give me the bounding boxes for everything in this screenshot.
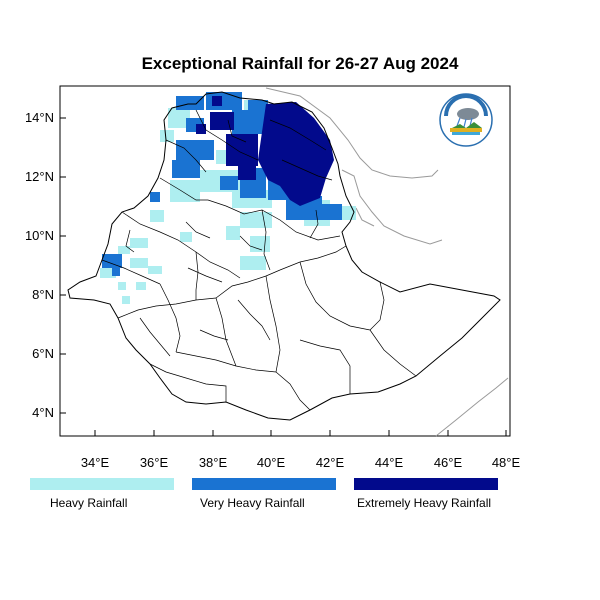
rainfall-overlay [100,92,356,304]
extremely-heavy-rainfall-area [196,96,334,206]
x-tick-label: 38°E [199,455,228,470]
legend-swatch-very-heavy [192,478,336,490]
x-tick-label: 42°E [316,455,345,470]
legend-label-very-heavy: Very Heavy Rainfall [200,496,305,510]
y-tick-label: 8°N [32,287,54,302]
x-tick-label: 48°E [492,455,521,470]
x-axis [94,430,507,436]
legend-label-extremely-heavy: Extremely Heavy Rainfall [357,496,492,510]
map-title: Exceptional Rainfall for 26-27 Aug 2024 [141,54,459,73]
y-tick-label: 10°N [25,228,54,243]
x-tick-label: 46°E [434,455,463,470]
neighbor-borders [265,87,509,437]
x-tick-label: 34°E [81,455,110,470]
legend-swatch-heavy [30,478,174,490]
legend-label-heavy: Heavy Rainfall [50,496,128,510]
y-tick-label: 12°N [25,169,54,184]
y-axis [60,117,66,414]
very-heavy-rainfall-area [102,92,342,276]
admin-borders [101,109,417,411]
x-tick-label: 40°E [257,455,286,470]
x-tick-label: 44°E [375,455,404,470]
country-border [67,91,501,421]
map-frame [59,85,511,437]
y-tick-label: 14°N [25,110,54,125]
legend-swatch-extremely-heavy [354,478,498,490]
meteorology-agency-logo [439,93,493,147]
y-tick-label: 6°N [32,346,54,361]
y-tick-label: 4°N [32,405,54,420]
x-tick-label: 36°E [140,455,169,470]
